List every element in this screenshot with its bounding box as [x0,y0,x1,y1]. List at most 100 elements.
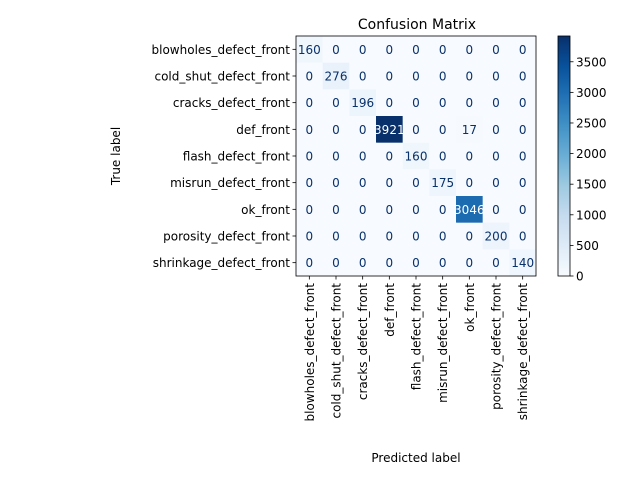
heatmap-cell [349,142,377,170]
cell-value-label: 0 [386,43,394,57]
cell-value-label: 0 [359,256,367,270]
cell-value-label: 0 [412,96,420,110]
chart-title: Confusion Matrix [358,17,476,33]
heatmap-cell [482,142,510,170]
cell-value-label: 0 [412,203,420,217]
heatmap-cells: 160 0 0 0 0 0 0 0 0 0 276 0 0 0 0 0 0 0 0 0 196 0 0 0 0 0 0 0 0 0 3921… [296,36,537,277]
cell-value-label: 0 [332,150,340,164]
heatmap-cell [322,222,350,250]
y-tick-label: flash_defect_front [183,150,291,164]
cell-value-label: 3046 [454,203,485,217]
cell-value-label: 0 [359,230,367,244]
heatmap-cell [509,169,537,197]
heatmap-cell [429,142,457,170]
heatmap-cell [429,89,457,117]
cell-value-label: 0 [386,203,394,217]
cell-value-label: 0 [412,43,420,57]
heatmap-cell [456,89,484,117]
heatmap-cell [376,62,404,90]
heatmap-cell [402,222,430,250]
cell-value-label: 0 [466,70,474,84]
heatmap-cell [349,89,377,117]
heatmap-cell [349,249,377,277]
cell-value-label: 0 [439,150,447,164]
x-tick-label: cold_shut_defect_front [330,283,344,419]
heatmap-cell [456,222,484,250]
plot-frame [295,35,537,277]
heatmap-cell [296,222,324,250]
cell-value-label: 0 [519,230,527,244]
cell-value-label: 0 [492,176,500,190]
cell-value-label: 0 [439,70,447,84]
cell-value-label: 0 [359,43,367,57]
cell-value-label: 0 [332,203,340,217]
cell-value-label: 0 [332,176,340,190]
cell-value-label: 0 [466,256,474,270]
heatmap-cell [482,169,510,197]
cell-value-label: 160 [405,150,428,164]
cell-value-label: 200 [485,230,508,244]
cell-value-label: 0 [306,176,314,190]
heatmap-cell [376,36,404,64]
cell-value-label: 3921 [374,123,405,137]
heatmap-cell [456,116,484,144]
x-tick-label: flash_defect_front [410,283,424,391]
heatmap-cell [509,62,537,90]
cell-value-label: 0 [412,256,420,270]
cell-value-label: 0 [359,203,367,217]
heatmap-cell [322,249,350,277]
cell-value-label: 0 [492,70,500,84]
cell-value-label: 0 [492,96,500,110]
cell-value-label: 0 [359,176,367,190]
cell-value-label: 140 [511,256,534,270]
x-tick-label: porosity_defect_front [490,283,504,410]
heatmap-cell [402,36,430,64]
heatmap-cell [296,169,324,197]
heatmap-cell [349,169,377,197]
colorbar-tick-label: 3000 [576,86,607,100]
cell-value-label: 0 [306,96,314,110]
cell-value-label: 0 [332,123,340,137]
cell-value-label: 0 [306,256,314,270]
heatmap-cell [296,116,324,144]
heatmap-cell [349,222,377,250]
heatmap-cell [349,116,377,144]
cell-value-label: 0 [306,70,314,84]
heatmap-cell [402,116,430,144]
cell-value-label: 0 [492,150,500,164]
heatmap-cell [456,62,484,90]
cell-value-label: 0 [412,70,420,84]
x-tick-label: shrinkage_defect_front [516,283,530,421]
cell-value-label: 0 [519,176,527,190]
y-tick-label: def_front [236,123,290,137]
heatmap-cell [322,89,350,117]
heatmap-cell [322,196,350,224]
cell-value-label: 0 [412,230,420,244]
cell-value-label: 0 [519,203,527,217]
heatmap-cell [509,116,537,144]
cell-value-label: 0 [466,176,474,190]
heatmap-cell [456,36,484,64]
y-tick-label: blowholes_defect_front [152,43,291,57]
cell-value-label: 0 [439,123,447,137]
x-tick-label: cracks_defect_front [356,283,370,400]
heatmap-cell [296,89,324,117]
heatmap-cell [429,62,457,90]
cell-value-label: 160 [298,43,321,57]
heatmap-cell [376,222,404,250]
heatmap-cell [429,36,457,64]
cell-value-label: 0 [466,150,474,164]
heatmap-cell [509,196,537,224]
cell-value-label: 0 [306,150,314,164]
cell-value-label: 0 [439,256,447,270]
heatmap-cell [402,62,430,90]
heatmap-cell [482,116,510,144]
y-tick-label: shrinkage_defect_front [153,256,291,270]
cell-value-label: 0 [492,256,500,270]
cell-value-label: 0 [359,150,367,164]
colorbar-tick-label: 1500 [576,178,607,192]
heatmap-cell [296,196,324,224]
x-tick-label: def_front [383,283,397,337]
heatmap-cell [296,142,324,170]
cell-value-label: 0 [466,96,474,110]
